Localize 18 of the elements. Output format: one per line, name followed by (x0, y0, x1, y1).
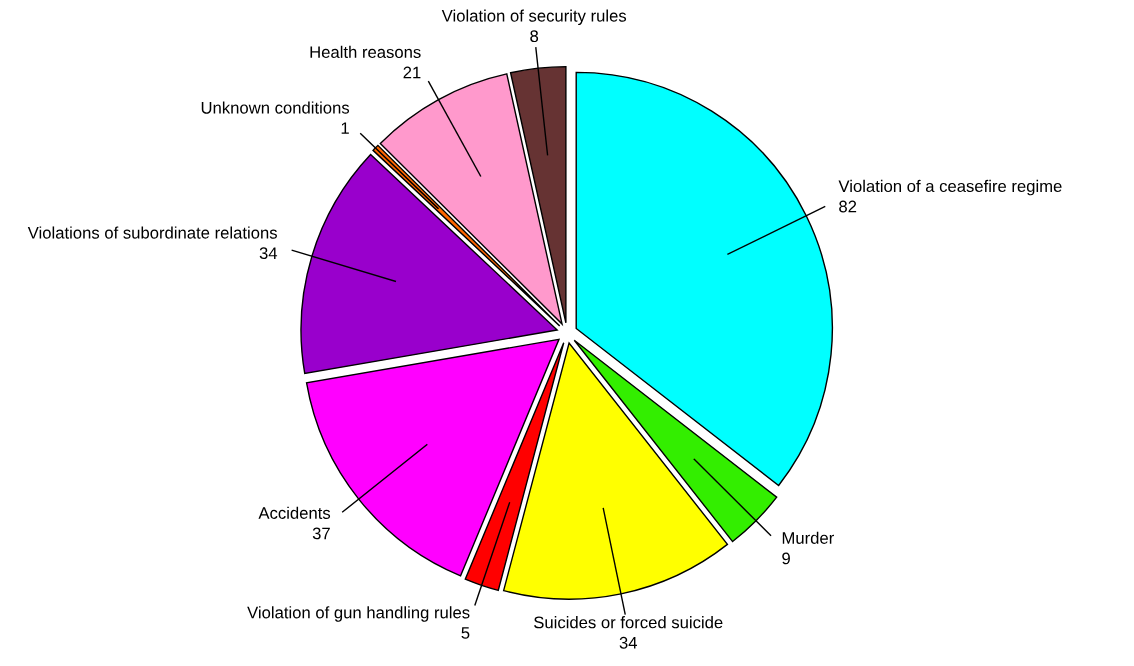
data-label: 37 (312, 527, 330, 540)
data-label: 34 (259, 247, 278, 260)
slice-label: Violation of security rules (441, 9, 627, 26)
data-label: 8 (530, 30, 539, 43)
slice-label: Murder (782, 531, 834, 544)
data-label: 82 (839, 200, 857, 213)
slice-label: Accidents (258, 506, 331, 519)
slice-label: Health reasons (310, 45, 421, 59)
slice-label: Violation of gun handling rules (247, 606, 470, 622)
slice-label: Suicides or forced suicide (534, 616, 723, 629)
data-label: 9 (782, 552, 790, 565)
data-label: 5 (461, 627, 470, 639)
slice-label: Unknown conditions (201, 101, 350, 114)
slice-label: Violation of a ceasefire regime (838, 179, 1062, 196)
data-label: 21 (403, 66, 421, 79)
data-label: 34 (619, 636, 638, 649)
slice-label: Violations of subordinate relations (27, 226, 277, 239)
data-label: 1 (341, 122, 349, 134)
